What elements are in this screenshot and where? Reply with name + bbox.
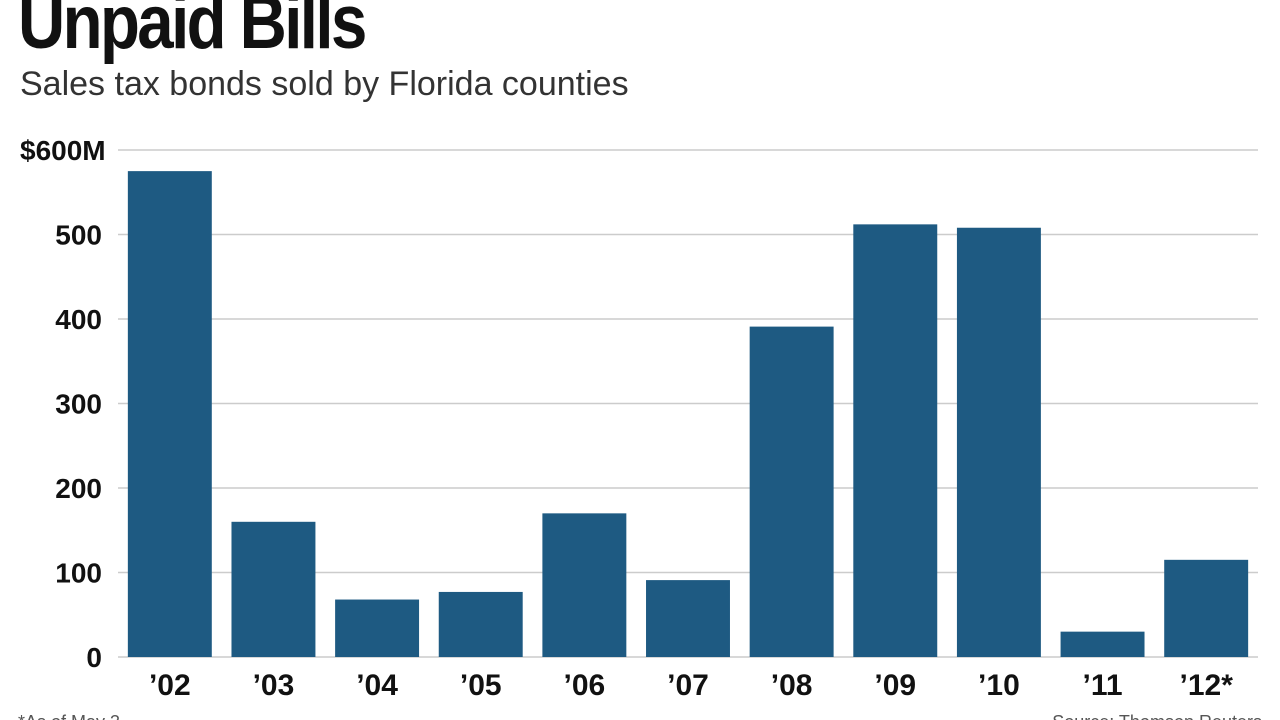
bar: [542, 513, 627, 657]
y-tick-label: 100: [55, 558, 102, 589]
bar: [1060, 631, 1145, 657]
bar: [231, 521, 316, 657]
bar: [749, 326, 834, 657]
x-axis-category-labels: ’02 ’03 ’04 ’05 ’06 ’07 ’08 ’09 ’10 ’11 ’12*: [149, 669, 1233, 702]
footnote-source: Source: Thomson Reuters: [1052, 712, 1262, 720]
x-category-label: ’11: [1083, 669, 1123, 702]
bar: [853, 224, 938, 658]
x-category-label: ’04: [356, 669, 398, 702]
y-tick-label: $600M: [20, 135, 106, 166]
x-category-label: ’08: [771, 669, 813, 702]
x-category-label: ’02: [149, 669, 191, 702]
bar: [335, 599, 420, 657]
bar: [127, 171, 212, 657]
y-tick-label: 300: [55, 389, 102, 420]
bar: [438, 591, 523, 657]
y-tick-label: 400: [55, 304, 102, 335]
bar: [956, 227, 1041, 658]
bars: [127, 171, 1249, 658]
bar: [646, 580, 730, 657]
x-category-label: ’03: [253, 669, 295, 702]
y-tick-label: 0: [86, 642, 102, 673]
y-tick-label: 500: [55, 220, 102, 251]
x-category-label: ’05: [460, 669, 502, 702]
bar: [1164, 559, 1249, 657]
footnote-left: *As of May 3: [18, 712, 120, 720]
chart-title: Unpaid Bills: [18, 0, 367, 65]
x-category-label: ’10: [978, 669, 1020, 702]
x-category-label: ’09: [874, 669, 916, 702]
x-category-label: ’12*: [1179, 669, 1233, 702]
x-category-label: ’06: [564, 669, 606, 702]
x-category-label: ’07: [667, 669, 709, 702]
y-tick-label: 200: [55, 473, 102, 504]
y-axis-tick-labels: $600M 500 400 300 200 100 0: [20, 135, 106, 673]
chart-subtitle: Sales tax bonds sold by Florida counties: [20, 65, 629, 103]
